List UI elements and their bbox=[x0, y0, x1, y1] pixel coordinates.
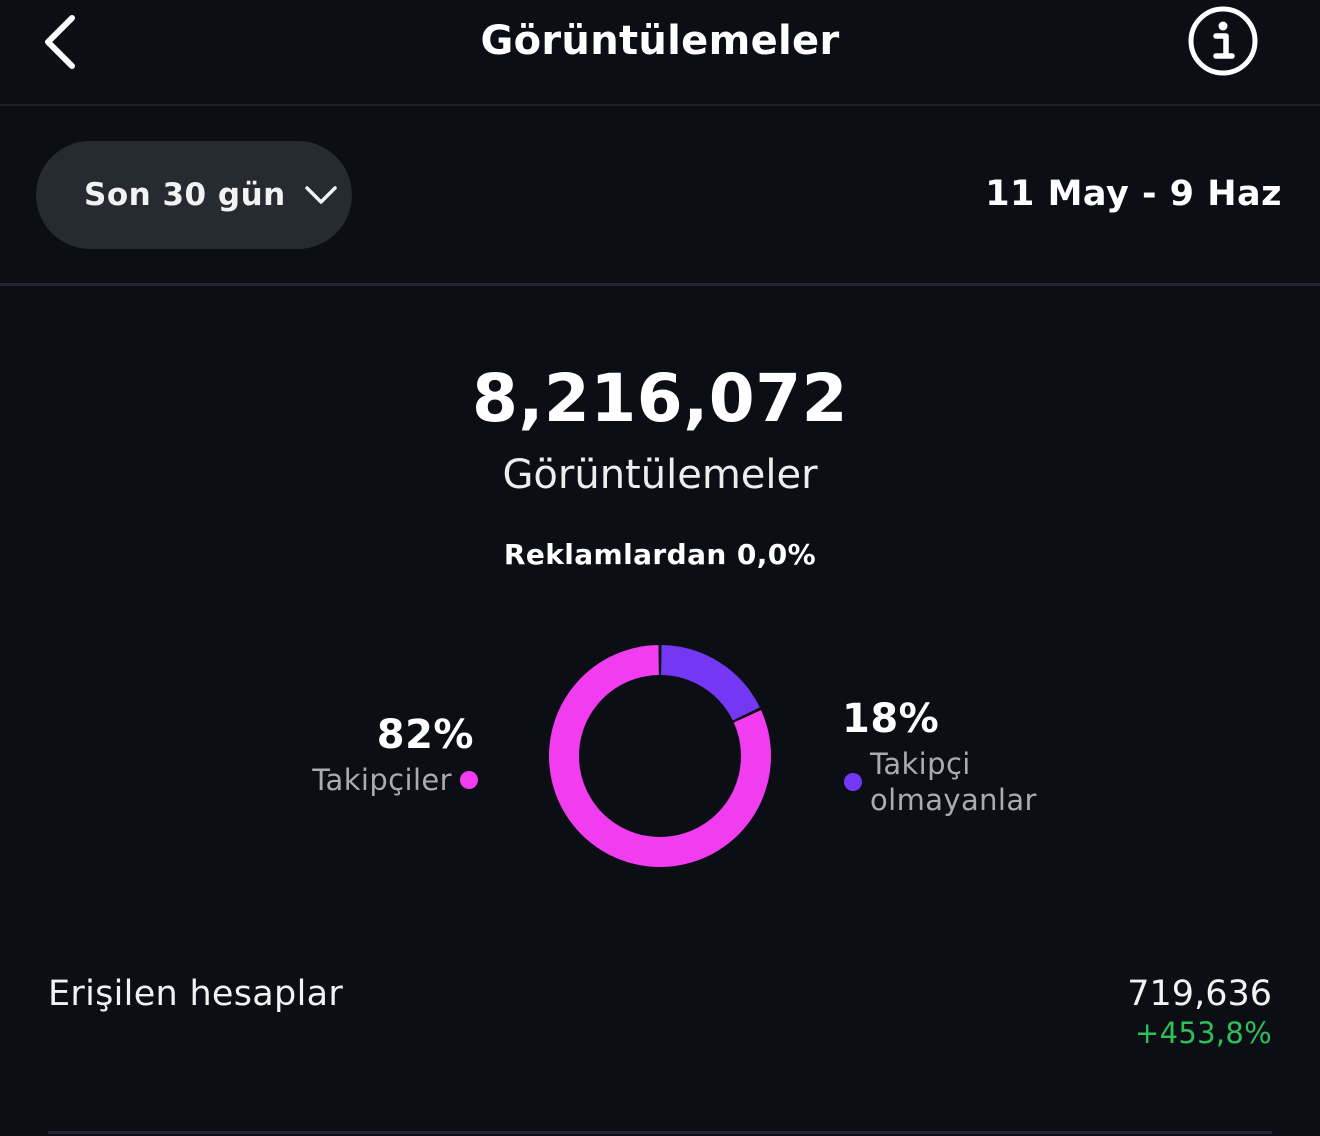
accounts-reached-change: +453,8% bbox=[1135, 1016, 1272, 1050]
info-button[interactable] bbox=[1186, 4, 1260, 78]
legend-followers-dot bbox=[460, 771, 478, 789]
total-views-value: 8,216,072 bbox=[471, 360, 849, 437]
ads-share-text: Reklamlardan 0,0% bbox=[503, 538, 817, 571]
accounts-reached-label: Erişilen hesaplar bbox=[48, 974, 344, 1014]
legend-non-followers-label: Takipçi olmayanlar bbox=[870, 747, 1037, 817]
followers-donut-chart bbox=[549, 645, 771, 867]
date-range-dropdown-label: Son 30 gün bbox=[84, 177, 286, 213]
legend-non-followers-dot bbox=[844, 773, 862, 791]
legend-non-followers: 18% Takipçi olmayanlar bbox=[842, 696, 1070, 818]
legend-non-followers-percent: 18% bbox=[842, 696, 940, 742]
chevron-left-icon bbox=[45, 15, 75, 69]
page-title: Görüntülemeler bbox=[480, 18, 840, 64]
legend-followers: 82% Takipçiler bbox=[312, 712, 478, 798]
legend-followers-label: Takipçiler bbox=[312, 763, 452, 797]
legend-followers-percent: 82% bbox=[376, 712, 474, 758]
filter-bar: Son 30 gün 11 May - 9 Haz bbox=[0, 106, 1320, 286]
donut-slice-followers bbox=[549, 645, 771, 867]
chevron-down-icon bbox=[305, 186, 337, 204]
accounts-reached-value: 719,636 bbox=[1127, 974, 1272, 1014]
info-icon bbox=[1188, 6, 1258, 76]
back-button[interactable] bbox=[30, 8, 90, 76]
accounts-reached-row[interactable]: Erişilen hesaplar 719,636 +453,8% bbox=[48, 968, 1272, 1134]
date-range-text: 11 May - 9 Haz bbox=[985, 174, 1282, 214]
total-views-label: Görüntülemeler bbox=[502, 452, 818, 498]
date-range-dropdown[interactable]: Son 30 gün bbox=[36, 141, 352, 249]
header-bar: Görüntülemeler bbox=[0, 0, 1320, 106]
donut-slice-non-followers bbox=[660, 645, 760, 721]
